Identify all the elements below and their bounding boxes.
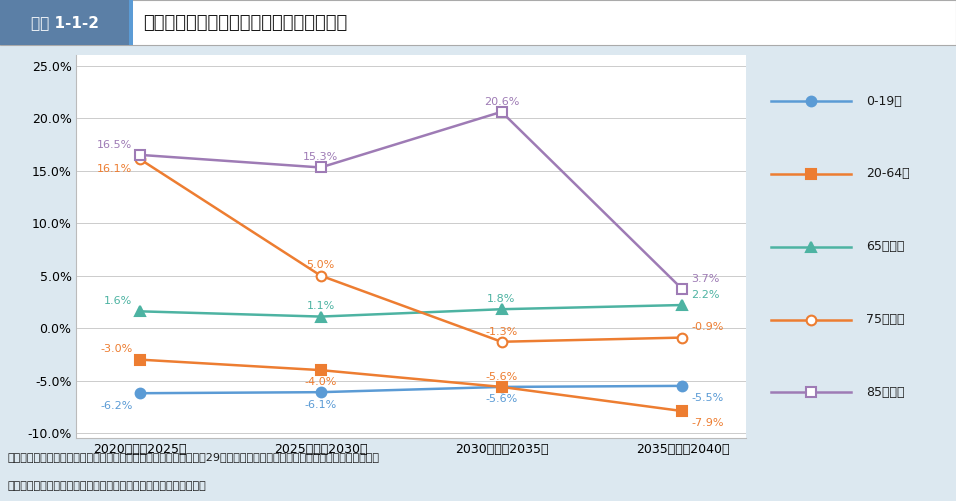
- Text: 労働省政策統括官付政策立案・評価担当参事官室にて作成。: 労働省政策統括官付政策立案・評価担当参事官室にて作成。: [8, 481, 206, 491]
- Bar: [0, 0, 129, 45]
- Text: -6.2%: -6.2%: [100, 401, 133, 411]
- Text: 15.3%: 15.3%: [303, 152, 338, 162]
- Text: 5.0%: 5.0%: [307, 261, 335, 271]
- Text: 3.7%: 3.7%: [691, 274, 720, 284]
- Bar: [129, 0, 133, 45]
- Text: -5.6%: -5.6%: [486, 394, 517, 404]
- Text: 1.8%: 1.8%: [488, 294, 515, 304]
- Text: 2.2%: 2.2%: [691, 290, 720, 300]
- Text: 0-19歳: 0-19歳: [866, 95, 902, 108]
- Text: 85歳以上: 85歳以上: [866, 386, 904, 399]
- Text: 年齢階級別人口増減率の推移（５年ごと）: 年齢階級別人口増減率の推移（５年ごと）: [143, 14, 348, 32]
- Text: -1.3%: -1.3%: [486, 327, 517, 337]
- Text: -5.6%: -5.6%: [486, 372, 517, 382]
- Text: -7.9%: -7.9%: [691, 418, 724, 428]
- Text: -5.5%: -5.5%: [691, 393, 724, 403]
- Text: 16.1%: 16.1%: [98, 164, 133, 174]
- Text: -0.9%: -0.9%: [691, 322, 724, 332]
- Text: 75歳以上: 75歳以上: [866, 313, 904, 326]
- Text: 図表 1-1-2: 図表 1-1-2: [31, 15, 98, 30]
- Text: 資料：国立社会保障・人口問題研究所「日本の将来推計人口（平成29年推計）」における出生中位・死亡中位推計より厚生: 資料：国立社会保障・人口問題研究所「日本の将来推計人口（平成29年推計）」におけ…: [8, 452, 380, 462]
- Text: -4.0%: -4.0%: [304, 377, 337, 387]
- Text: -3.0%: -3.0%: [100, 344, 133, 354]
- Text: 20-64歳: 20-64歳: [866, 167, 910, 180]
- Text: 1.6%: 1.6%: [104, 296, 133, 306]
- Text: -6.1%: -6.1%: [305, 399, 337, 409]
- Text: 1.1%: 1.1%: [307, 301, 335, 311]
- Text: 16.5%: 16.5%: [98, 140, 133, 150]
- Text: 20.6%: 20.6%: [484, 97, 519, 107]
- Text: 65歳以上: 65歳以上: [866, 240, 904, 253]
